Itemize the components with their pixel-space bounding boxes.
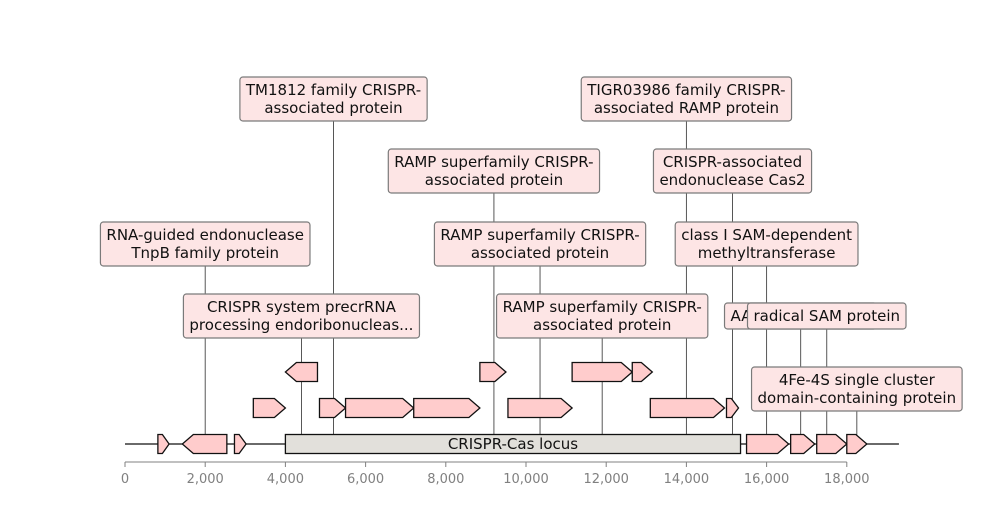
- axis-tick-label: 16,000: [744, 472, 790, 487]
- annotation-label-text: TM1812 family CRISPR-: [245, 81, 421, 99]
- annotation-label-text: associated protein: [425, 171, 563, 189]
- annotation-label: TM1812 family CRISPR-associated protein: [239, 76, 428, 122]
- annotation-label-box: [495, 293, 709, 339]
- annotation-label-box: [99, 221, 311, 267]
- annotation-label-text: 4Fe-4S single cluster: [779, 371, 936, 389]
- annotation-label-text: associated protein: [264, 99, 402, 117]
- annotation-label-text: associated protein: [471, 244, 609, 262]
- annotation-label-box: [674, 221, 859, 267]
- annotation-label-text: RAMP superfamily CRISPR-: [503, 298, 702, 316]
- annotation-label: RAMP superfamily CRISPR-associated prote…: [433, 221, 647, 267]
- annotation-label-box: [433, 221, 647, 267]
- axis-tick-label: 12,000: [583, 472, 629, 487]
- annotation-label: RAMP superfamily CRISPR-associated prote…: [495, 293, 709, 339]
- axis-tick-label: 14,000: [664, 472, 710, 487]
- annotation-label-box: [746, 302, 907, 330]
- gene-arrow: [725, 397, 740, 419]
- annotation-label-text: CRISPR system precrRNA: [207, 298, 397, 316]
- annotation-label-text: radical SAM protein: [753, 307, 900, 325]
- gene-arrow: [507, 397, 574, 419]
- annotation-label-text: CRISPR-associated: [663, 153, 802, 171]
- annotation-label-text: associated protein: [533, 316, 671, 334]
- annotation-label-text: RAMP superfamily CRISPR-: [394, 153, 593, 171]
- axis-tick-label: 0: [121, 472, 129, 487]
- annotation-label-box: [652, 148, 813, 194]
- gene-arrow: [252, 397, 287, 419]
- gene-feature-track: [157, 361, 868, 455]
- gene-arrow: [318, 397, 347, 419]
- gene-arrow: [233, 433, 247, 455]
- annotation-label: TIGR03986 family CRISPR-associated RAMP …: [580, 76, 793, 122]
- annotation-label-box: [580, 76, 793, 122]
- annotation-label-box: [239, 76, 428, 122]
- annotation-label-text: class I SAM-dependent: [681, 226, 852, 244]
- annotation-label-text: RAMP superfamily CRISPR-: [440, 226, 639, 244]
- axis-tick-label: 18,000: [824, 472, 870, 487]
- gene-arrow: [649, 397, 726, 419]
- annotation-label-box: [182, 293, 421, 339]
- annotation-label: RAMP superfamily CRISPR-associated prote…: [387, 148, 601, 194]
- annotation-label-box: [387, 148, 601, 194]
- gene-arrow: [816, 433, 848, 455]
- annotation-label-text: TnpB family protein: [130, 244, 279, 262]
- axis-tick-label: 2,000: [187, 472, 224, 487]
- axis-tick-label: 10,000: [503, 472, 549, 487]
- axis-tick-label: 4,000: [267, 472, 304, 487]
- crispr-locus-label: CRISPR-Cas locus: [448, 435, 578, 453]
- gene-arrow: [479, 361, 507, 383]
- gene-arrow: [745, 433, 790, 455]
- crispr-locus-feature: CRISPR-Cas locus: [284, 433, 742, 455]
- annotation-label-text: RNA-guided endonuclease: [106, 226, 304, 244]
- crispr-locus-box: [284, 433, 742, 455]
- annotation-label-text: endonuclease Cas2: [659, 171, 805, 189]
- annotation-label-text: domain-containing protein: [758, 389, 957, 407]
- axis-tick-label: 6,000: [347, 472, 384, 487]
- gene-arrow: [571, 361, 634, 383]
- axis-tick-label: 8,000: [427, 472, 464, 487]
- annotation-label-text: associated RAMP protein: [594, 99, 779, 117]
- annotation-label-text: processing endoribonucleas...: [189, 316, 413, 334]
- gene-arrow: [344, 397, 415, 419]
- gene-arrow: [157, 433, 170, 455]
- gene-arrow: [790, 433, 816, 455]
- annotation-label: radical SAM protein: [746, 302, 907, 330]
- annotation-label-text: methyltransferase: [698, 244, 836, 262]
- gene-arrow: [284, 361, 319, 383]
- annotation-label-box: [750, 366, 963, 412]
- annotation-label-text: TIGR03986 family CRISPR-: [586, 81, 785, 99]
- gene-arrow: [181, 433, 228, 455]
- position-axis: 0 2,000 4,000 6,000 8,000 10,000 12,000 14,000 1…: [121, 461, 870, 487]
- gene-arrow: [413, 397, 481, 419]
- gene-arrow: [631, 361, 654, 383]
- gene-arrow: [846, 433, 868, 455]
